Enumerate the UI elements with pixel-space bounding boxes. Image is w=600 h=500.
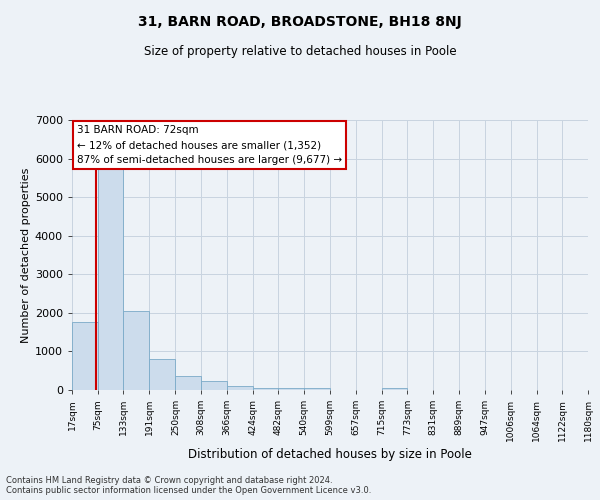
- Text: Contains HM Land Registry data © Crown copyright and database right 2024.
Contai: Contains HM Land Registry data © Crown c…: [6, 476, 371, 495]
- Bar: [175, 376, 201, 390]
- Text: 31, BARN ROAD, BROADSTONE, BH18 8NJ: 31, BARN ROAD, BROADSTONE, BH18 8NJ: [138, 15, 462, 29]
- X-axis label: Distribution of detached houses by size in Poole: Distribution of detached houses by size …: [188, 448, 472, 461]
- Text: 31 BARN ROAD: 72sqm
← 12% of detached houses are smaller (1,352)
87% of semi-det: 31 BARN ROAD: 72sqm ← 12% of detached ho…: [77, 126, 342, 165]
- Bar: [278, 388, 304, 390]
- Bar: [304, 388, 330, 390]
- Bar: [149, 359, 175, 390]
- Bar: [253, 388, 278, 390]
- Text: Size of property relative to detached houses in Poole: Size of property relative to detached ho…: [143, 45, 457, 58]
- Bar: [124, 310, 149, 390]
- Bar: [201, 381, 227, 390]
- Y-axis label: Number of detached properties: Number of detached properties: [20, 168, 31, 342]
- Bar: [98, 166, 124, 390]
- Bar: [227, 386, 253, 390]
- Bar: [72, 322, 98, 390]
- Bar: [382, 388, 407, 390]
